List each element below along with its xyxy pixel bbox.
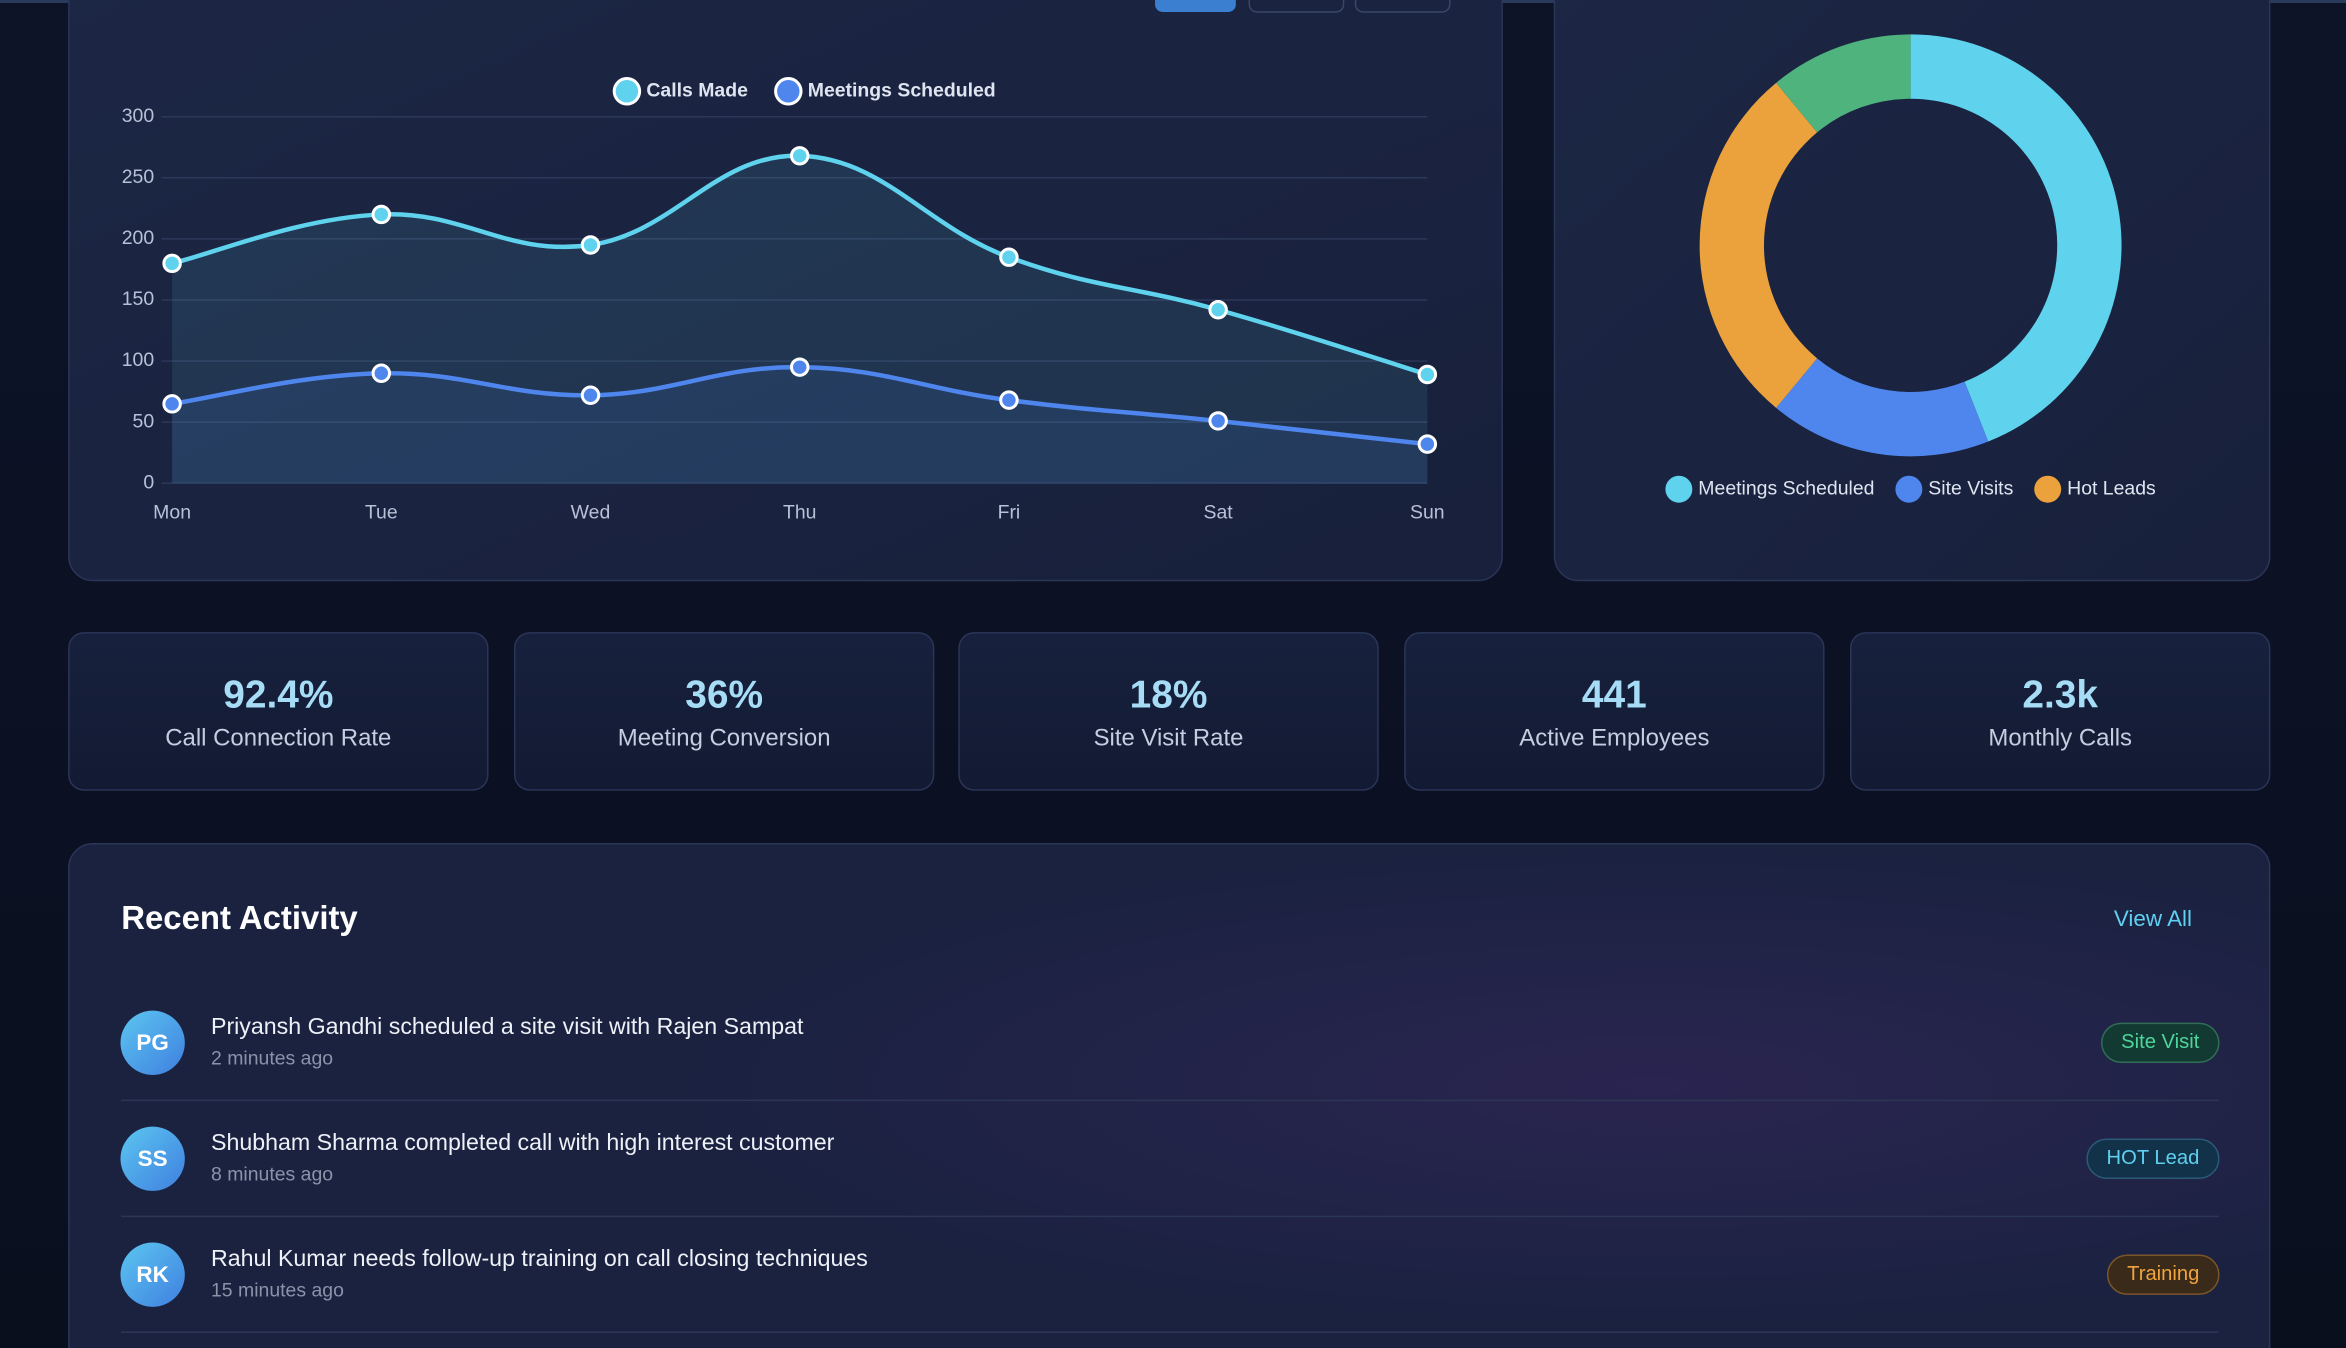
stat-label: Site Visit Rate xyxy=(1094,724,1244,751)
x-tick-label: Wed xyxy=(571,501,611,523)
stat-card xyxy=(1849,632,2271,791)
y-tick-label: 250 xyxy=(122,166,155,188)
activity-card xyxy=(68,843,2271,1348)
activity-tag-label: Site Visit xyxy=(2121,1031,2200,1053)
x-tick-label: Thu xyxy=(783,501,816,523)
data-point xyxy=(371,204,392,225)
legend-swatch xyxy=(2034,475,2062,503)
avatar-initials: PG xyxy=(136,1030,168,1055)
y-tick-label: 50 xyxy=(133,410,155,432)
avatar xyxy=(120,1126,185,1191)
data-point xyxy=(1208,300,1228,320)
legend-swatch xyxy=(612,77,642,106)
y-tick-label: 150 xyxy=(122,288,155,310)
legend-swatch xyxy=(1665,475,1693,503)
donut-segment xyxy=(1699,82,1818,408)
tab-button[interactable] xyxy=(1354,0,1451,13)
data-point xyxy=(1417,434,1438,454)
x-tick-label: Sun xyxy=(1410,501,1445,523)
activity-time: 15 minutes ago xyxy=(211,1279,344,1301)
legend-label: Meetings Scheduled xyxy=(808,79,996,101)
legend-swatch xyxy=(1895,475,1923,503)
stat-card xyxy=(68,632,489,791)
data-point xyxy=(1208,411,1228,431)
line-card xyxy=(68,0,1503,582)
legend-label: Site Visits xyxy=(1928,477,2013,499)
stat-card xyxy=(513,632,935,791)
stat-label: Monthly Calls xyxy=(1988,724,2132,751)
data-point xyxy=(1417,364,1438,385)
activity-tag xyxy=(2100,1022,2220,1063)
activity-time: 8 minutes ago xyxy=(211,1163,333,1185)
series-area xyxy=(172,155,1428,484)
data-point xyxy=(789,357,810,377)
data-point xyxy=(162,253,182,274)
avatar xyxy=(120,1242,185,1307)
series-area xyxy=(172,367,1428,484)
activity-text: Shubham Sharma completed call with high … xyxy=(211,1129,835,1155)
y-tick-label: 300 xyxy=(122,105,155,127)
data-point xyxy=(371,363,392,384)
avatar-initials: RK xyxy=(136,1262,168,1287)
activity-text: Priyansh Gandhi scheduled a site visit w… xyxy=(211,1013,804,1039)
activity-tag-label: HOT Lead xyxy=(2107,1147,2200,1169)
activity-title: Recent Activity xyxy=(121,899,358,936)
stat-label: Active Employees xyxy=(1519,724,1709,751)
data-point xyxy=(999,247,1019,267)
stat-value: 18% xyxy=(1130,673,1208,716)
y-tick-label: 0 xyxy=(143,471,154,493)
stat-card xyxy=(1404,632,1825,791)
legend-swatch xyxy=(774,77,803,106)
donut-segment xyxy=(1910,34,2122,442)
stat-value: 441 xyxy=(1582,673,1647,716)
x-tick-label: Tue xyxy=(365,501,398,523)
y-tick-label: 100 xyxy=(122,349,155,371)
tab-button[interactable] xyxy=(1248,0,1345,13)
stat-value: 36% xyxy=(685,673,763,716)
legend-label: Meetings Scheduled xyxy=(1698,477,1874,499)
data-point xyxy=(580,235,601,255)
legend-label: Calls Made xyxy=(646,79,748,101)
legend-label: Hot Leads xyxy=(2067,477,2156,499)
donut-segment xyxy=(1776,34,1911,133)
data-point xyxy=(999,390,1019,410)
donut-segment xyxy=(1776,358,1989,457)
stat-label: Meeting Conversion xyxy=(618,724,831,751)
avatar-initials: SS xyxy=(138,1146,168,1171)
stat-card xyxy=(958,632,1379,791)
avatar xyxy=(120,1010,185,1075)
stat-label: Call Connection Rate xyxy=(165,724,391,751)
activity-time: 2 minutes ago xyxy=(211,1047,333,1069)
y-tick-label: 200 xyxy=(122,227,155,249)
activity-tag xyxy=(2106,1254,2220,1295)
x-tick-label: Fri xyxy=(998,501,1021,523)
data-point xyxy=(789,146,810,166)
data-point xyxy=(580,385,601,405)
activity-tag-label: Training xyxy=(2127,1263,2199,1285)
x-tick-label: Mon xyxy=(153,501,191,523)
stat-value: 2.3k xyxy=(2022,673,2098,716)
x-tick-label: Sat xyxy=(1204,501,1234,523)
activity-tag xyxy=(2086,1138,2220,1179)
data-point xyxy=(162,394,182,414)
activity-text: Rahul Kumar needs follow-up training on … xyxy=(211,1245,868,1271)
stat-value: 92.4% xyxy=(223,673,333,716)
tab-button[interactable] xyxy=(1155,0,1236,12)
view-all-link[interactable]: View All xyxy=(2114,906,2192,931)
